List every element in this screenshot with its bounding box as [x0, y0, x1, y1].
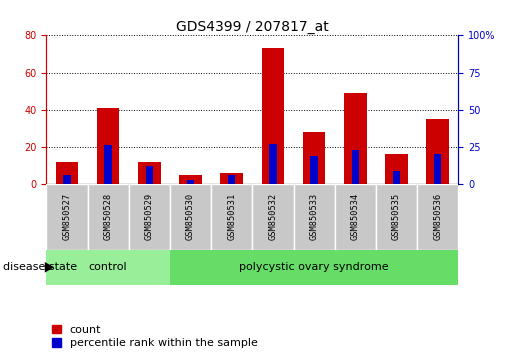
- Bar: [187, 179, 194, 184]
- Text: GSM850533: GSM850533: [310, 193, 319, 240]
- Bar: [228, 175, 235, 184]
- Bar: [170, 184, 211, 250]
- Bar: [220, 173, 243, 184]
- Bar: [344, 93, 367, 184]
- Bar: [252, 184, 294, 250]
- Bar: [426, 119, 449, 184]
- Bar: [335, 184, 376, 250]
- Text: GSM850534: GSM850534: [351, 193, 360, 240]
- Bar: [63, 175, 71, 184]
- Bar: [138, 162, 161, 184]
- Text: GSM850531: GSM850531: [227, 193, 236, 240]
- Legend: count, percentile rank within the sample: count, percentile rank within the sample: [52, 325, 258, 348]
- Bar: [129, 184, 170, 250]
- Bar: [97, 108, 119, 184]
- Text: GSM850536: GSM850536: [433, 193, 442, 240]
- Text: GSM850529: GSM850529: [145, 193, 154, 240]
- Bar: [352, 150, 359, 184]
- Bar: [417, 184, 458, 250]
- Bar: [434, 154, 441, 184]
- Text: GSM850530: GSM850530: [186, 193, 195, 240]
- Bar: [170, 250, 458, 285]
- Text: GSM850528: GSM850528: [104, 193, 113, 240]
- Bar: [88, 184, 129, 250]
- Bar: [179, 175, 202, 184]
- Bar: [46, 250, 170, 285]
- Polygon shape: [45, 262, 54, 273]
- Bar: [56, 162, 78, 184]
- Text: control: control: [89, 262, 128, 272]
- Bar: [105, 145, 112, 184]
- Bar: [311, 156, 318, 184]
- Text: GSM850527: GSM850527: [62, 193, 72, 240]
- Bar: [294, 184, 335, 250]
- Bar: [269, 144, 277, 184]
- Text: GSM850535: GSM850535: [392, 193, 401, 240]
- Bar: [393, 171, 400, 184]
- Bar: [46, 184, 88, 250]
- Bar: [146, 166, 153, 184]
- Title: GDS4399 / 207817_at: GDS4399 / 207817_at: [176, 21, 329, 34]
- Bar: [211, 184, 252, 250]
- Text: GSM850532: GSM850532: [268, 193, 278, 240]
- Text: polycystic ovary syndrome: polycystic ovary syndrome: [239, 262, 389, 272]
- Bar: [303, 132, 325, 184]
- Bar: [262, 48, 284, 184]
- Bar: [376, 184, 417, 250]
- Bar: [385, 154, 408, 184]
- Text: disease state: disease state: [3, 262, 77, 272]
